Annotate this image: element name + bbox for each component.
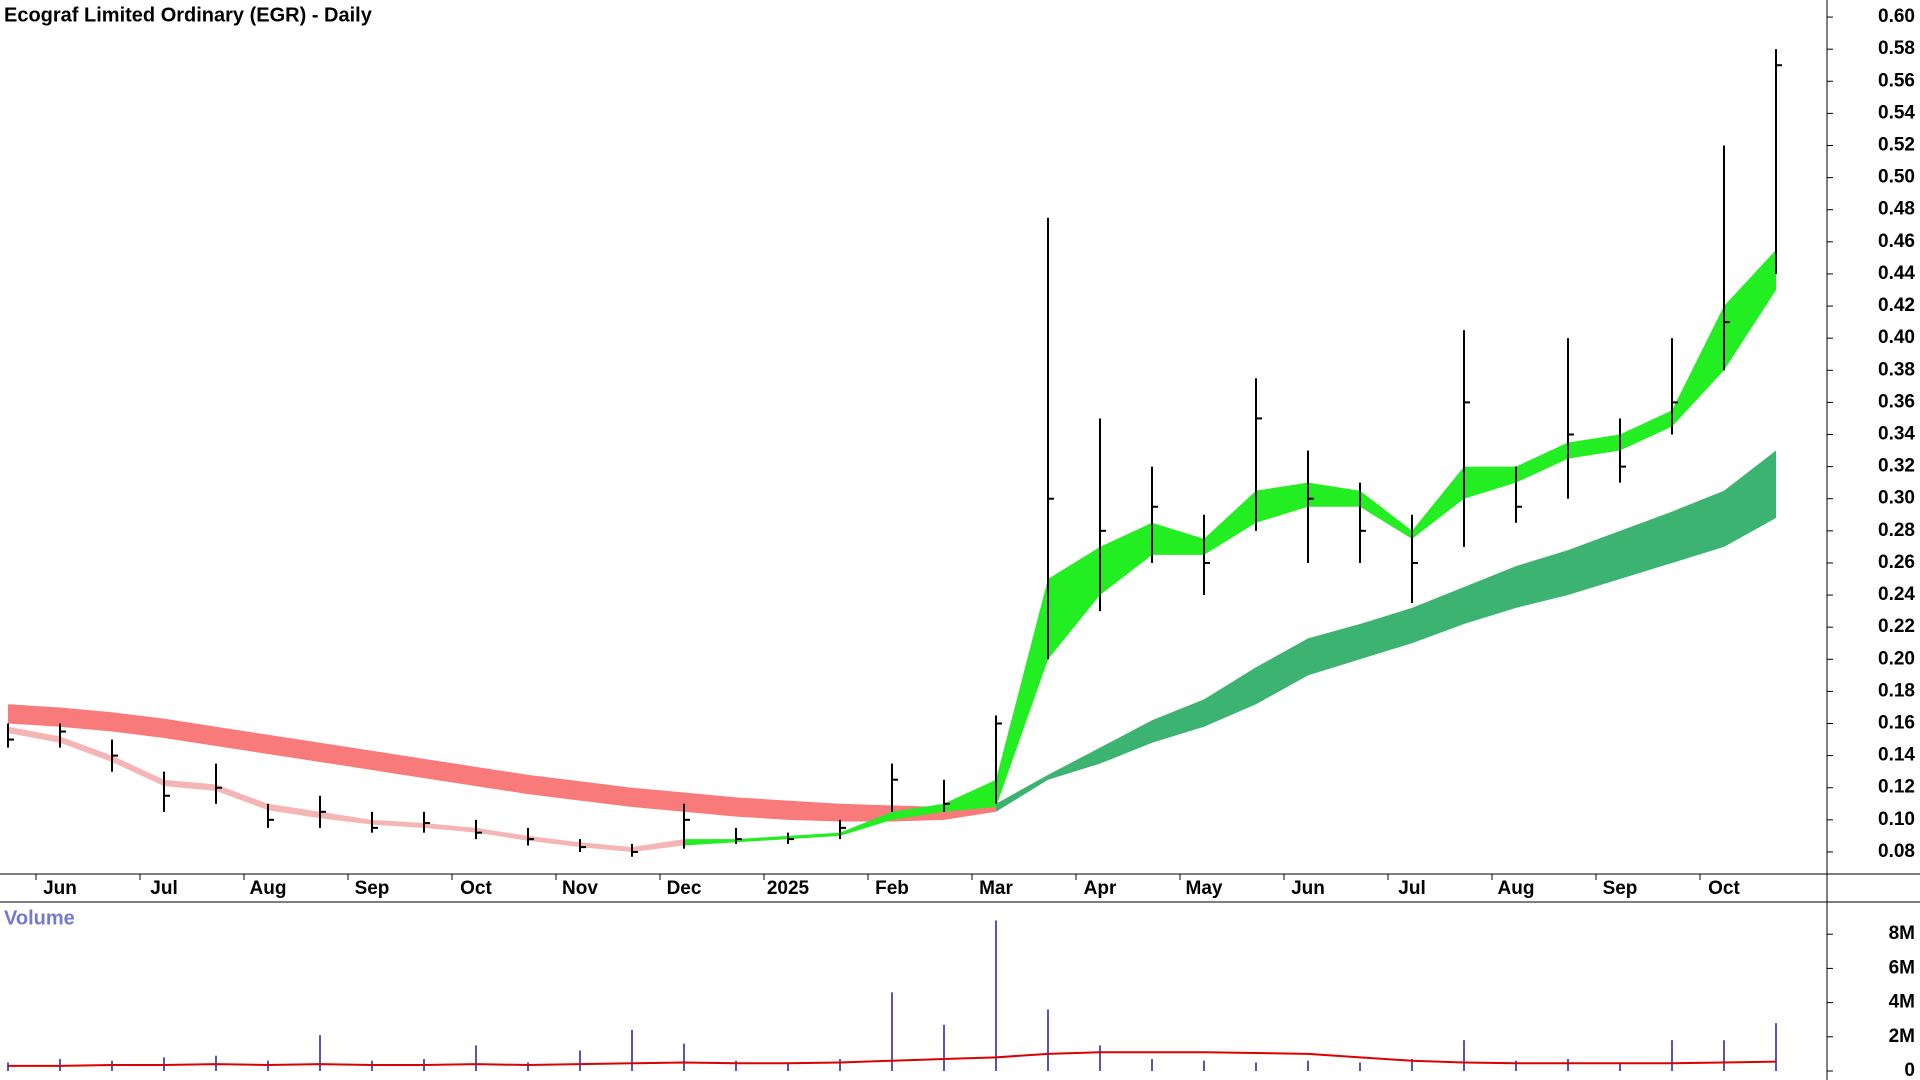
y-tick-label: 0.10 [1878, 809, 1915, 830]
y-tick-label: 0.40 [1878, 327, 1915, 348]
volume-bar [319, 1035, 321, 1071]
volume-bar [1307, 1060, 1309, 1071]
volume-bar [787, 1062, 789, 1071]
x-tick-label: Jul [1398, 878, 1425, 899]
x-tick-label: Jun [43, 878, 77, 899]
y-tick-label: 0.38 [1878, 359, 1915, 380]
y-tick-label: 0.30 [1878, 488, 1915, 509]
y-tick-label: 6M [1889, 957, 1915, 978]
x-tick-label: Aug [250, 878, 287, 899]
y-tick-label: 0.44 [1878, 263, 1915, 284]
y-tick-label: 0.08 [1878, 841, 1915, 862]
y-tick-label: 0.28 [1878, 520, 1915, 541]
volume-bar [943, 1024, 945, 1071]
y-tick-label: 0.20 [1878, 648, 1915, 669]
y-tick-label: 0.48 [1878, 199, 1915, 220]
x-tick-label: Mar [979, 878, 1013, 899]
y-tick-label: 0.32 [1878, 456, 1915, 477]
volume-bar [735, 1060, 737, 1071]
x-tick-label: Feb [875, 878, 909, 899]
volume-bar [1411, 1059, 1413, 1071]
volume-bar [839, 1059, 841, 1071]
volume-bar [1515, 1060, 1517, 1071]
y-tick-label: 0.12 [1878, 777, 1915, 798]
x-tick-label: Oct [1708, 878, 1740, 899]
y-tick-label: 0.56 [1878, 70, 1915, 91]
x-tick-label: 2025 [767, 878, 810, 899]
volume-bar [1463, 1040, 1465, 1071]
volume-bar [1255, 1062, 1257, 1071]
y-tick-label: 0.34 [1878, 424, 1915, 445]
volume-bar [631, 1029, 633, 1071]
volume-bar [1203, 1060, 1205, 1071]
y-tick-label: 0.14 [1878, 745, 1915, 766]
volume-bar [1151, 1059, 1153, 1071]
moving-average-band [996, 450, 1776, 812]
y-tick-label: 0.54 [1878, 102, 1915, 123]
x-tick-label: Oct [460, 878, 492, 899]
volume-bar [1359, 1062, 1361, 1071]
x-tick-label: Apr [1084, 878, 1117, 899]
x-tick-label: Dec [667, 878, 702, 899]
x-tick-label: Sep [1603, 878, 1638, 899]
volume-title: Volume [4, 907, 75, 929]
chart-title: Ecograf Limited Ordinary (EGR) - Daily [4, 4, 373, 26]
moving-average-band [8, 704, 996, 822]
volume-bar [1723, 1040, 1725, 1071]
y-tick-label: 2M [1889, 1026, 1915, 1047]
y-tick-label: 0.60 [1878, 6, 1915, 27]
volume-bar [475, 1045, 477, 1071]
volume-bar [1619, 1062, 1621, 1071]
volume-bar [579, 1050, 581, 1071]
x-tick-label: Sep [355, 878, 390, 899]
y-tick-label: 0.52 [1878, 135, 1915, 156]
volume-bar [891, 992, 893, 1071]
x-tick-label: Nov [562, 878, 598, 899]
volume-bar [1567, 1059, 1569, 1071]
volume-bar [995, 920, 997, 1071]
y-tick-label: 0.16 [1878, 713, 1915, 734]
volume-bar [1671, 1040, 1673, 1071]
volume-bar [683, 1043, 685, 1071]
x-tick-label: Jul [150, 878, 177, 899]
y-tick-label: 0.36 [1878, 391, 1915, 412]
x-tick-label: May [1186, 878, 1223, 899]
volume-bar [1047, 1009, 1049, 1071]
y-tick-label: 0.22 [1878, 616, 1915, 637]
y-tick-label: 0.42 [1878, 295, 1915, 316]
y-tick-label: 8M [1889, 923, 1915, 944]
volume-bar [1775, 1023, 1777, 1071]
x-tick-label: Aug [1498, 878, 1535, 899]
y-tick-label: 0.58 [1878, 38, 1915, 59]
volume-bar [1099, 1045, 1101, 1071]
volume-bar [527, 1062, 529, 1071]
volume-average [8, 1051, 1777, 1067]
y-tick-label: 0.18 [1878, 680, 1915, 701]
x-tick-label: Jun [1291, 878, 1325, 899]
y-tick-label: 0.26 [1878, 552, 1915, 573]
y-tick-label: 0.46 [1878, 231, 1915, 252]
y-tick-label: 0.24 [1878, 584, 1915, 605]
y-tick-label: 0.50 [1878, 167, 1915, 188]
y-tick-label: 0 [1904, 1060, 1915, 1080]
y-tick-label: 4M [1889, 992, 1915, 1013]
